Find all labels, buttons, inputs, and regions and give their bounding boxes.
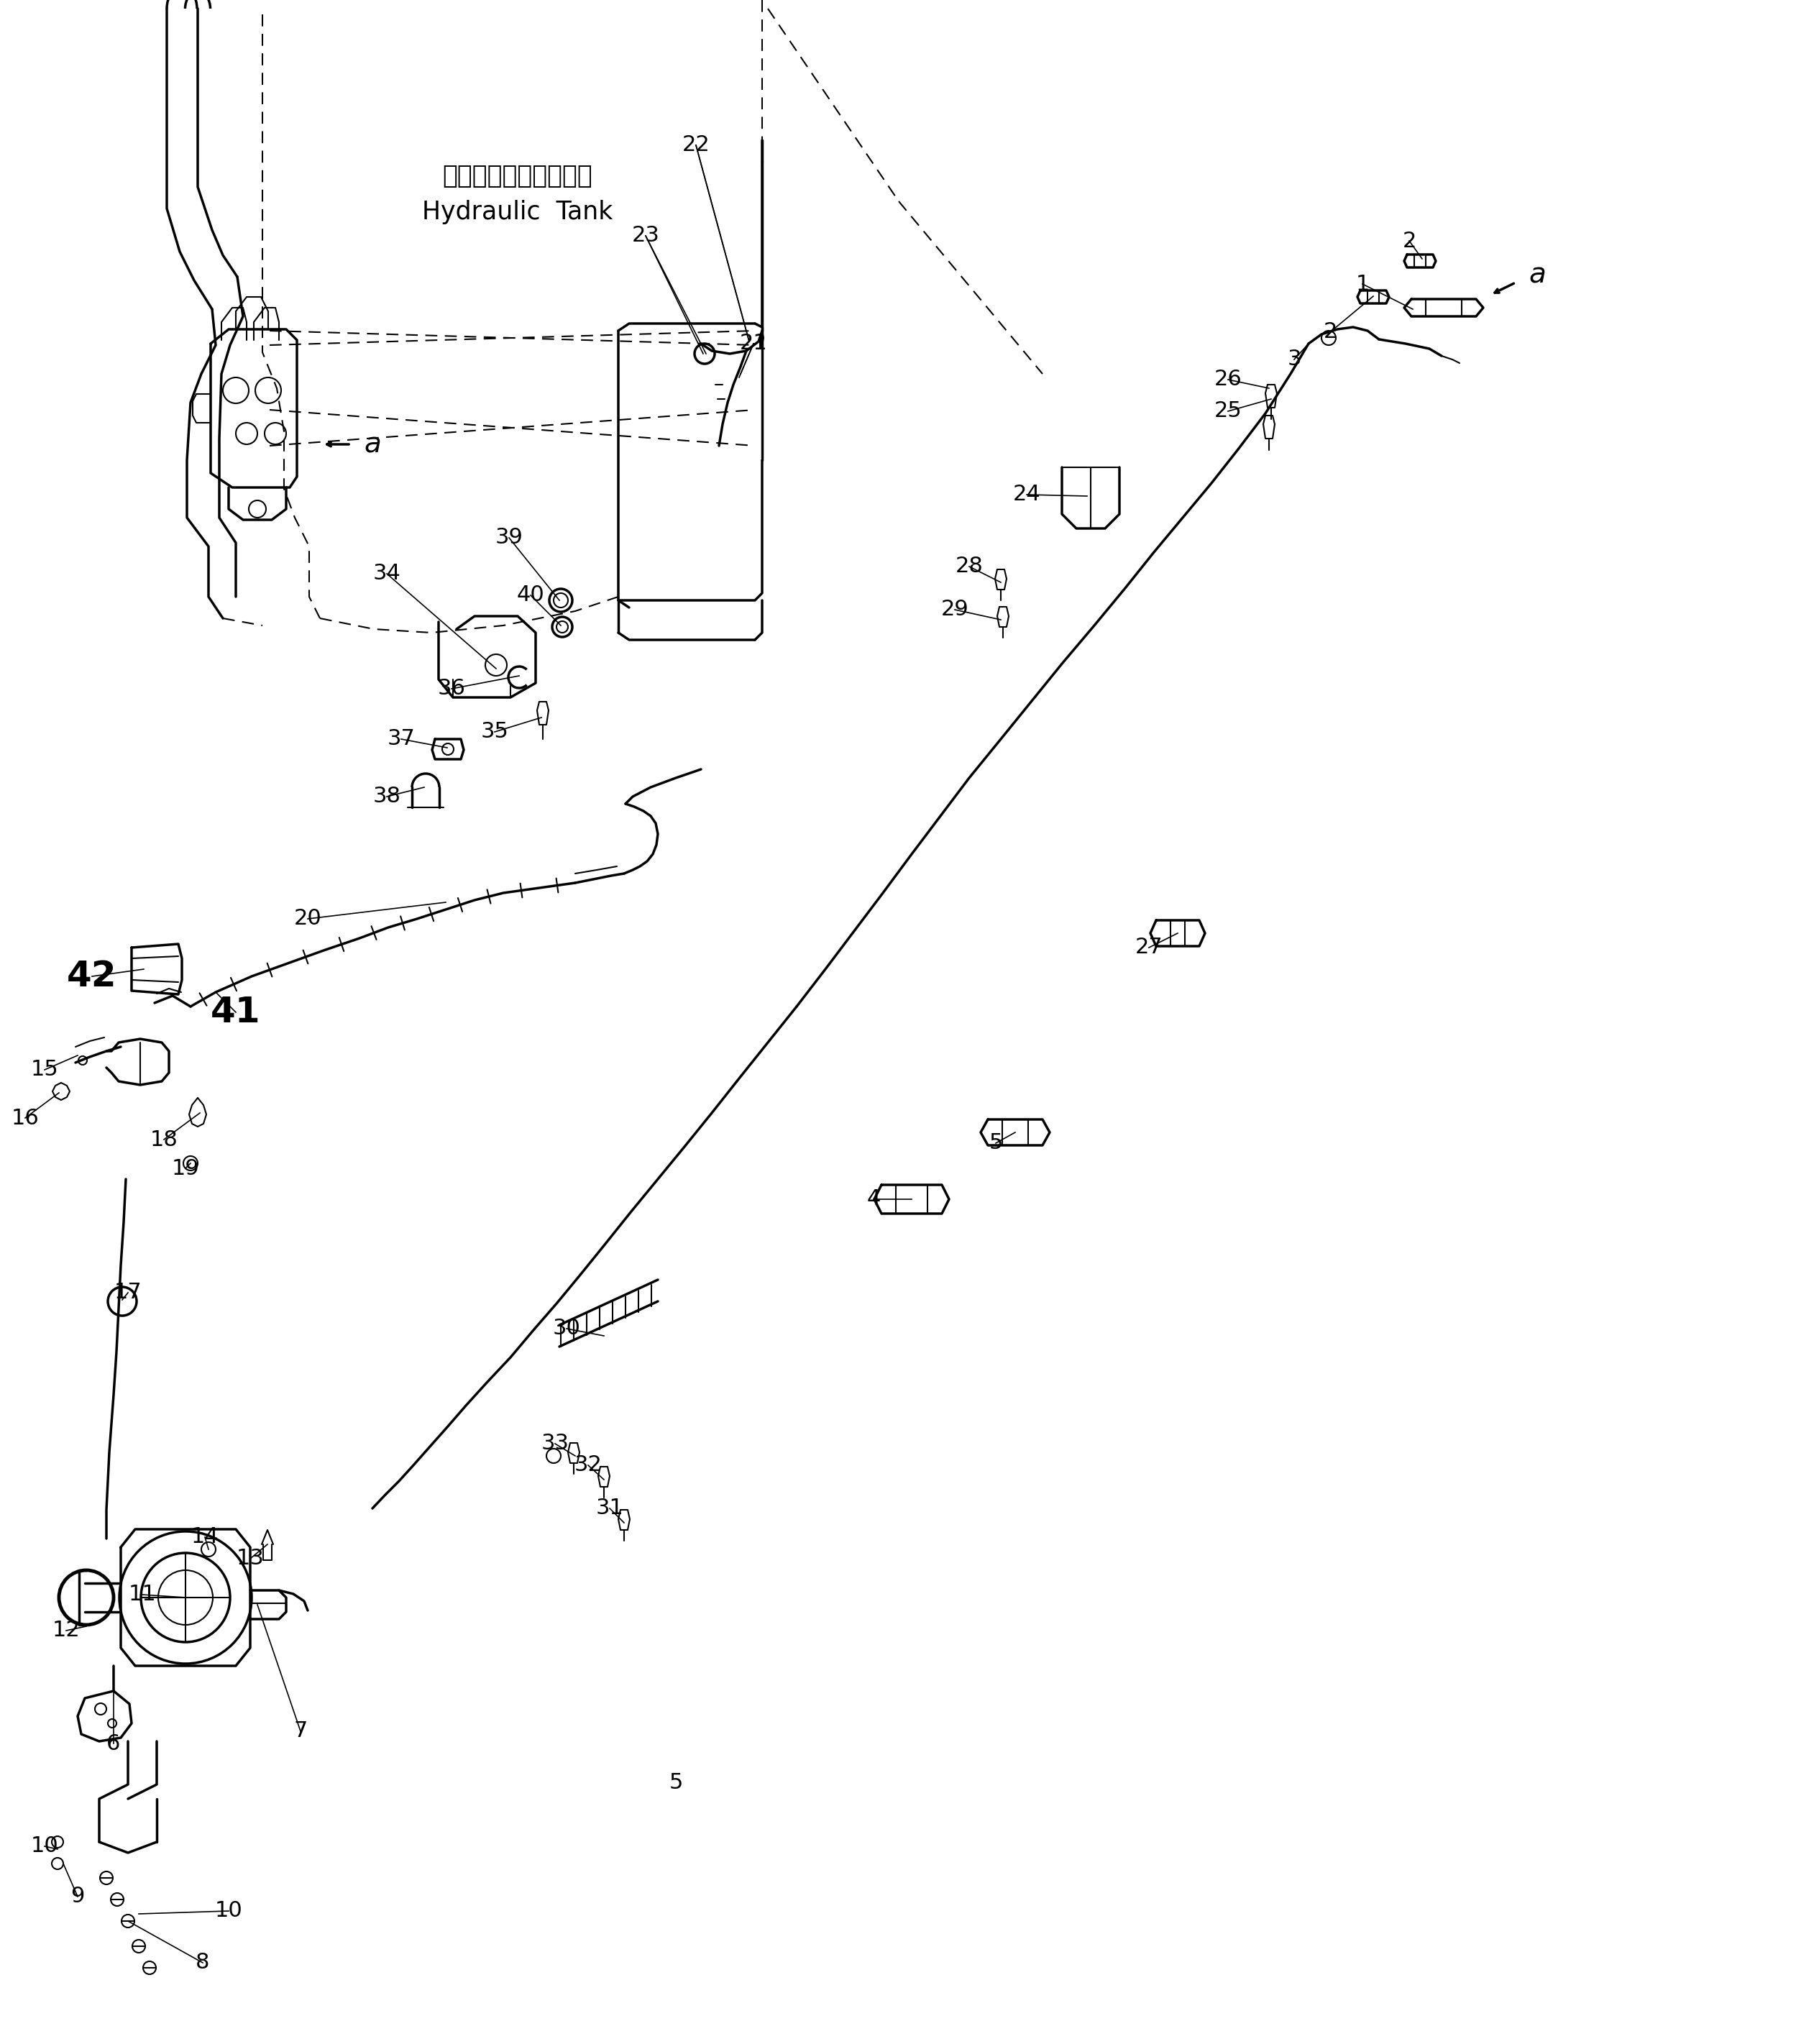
Text: 14: 14 <box>190 1527 219 1547</box>
Text: 35: 35 <box>481 722 508 742</box>
Text: 33: 33 <box>541 1433 569 1453</box>
Text: 11: 11 <box>129 1584 156 1605</box>
Text: 23: 23 <box>632 225 659 245</box>
Text: 10: 10 <box>31 1836 59 1856</box>
Text: 30: 30 <box>553 1318 580 1339</box>
Text: 39: 39 <box>496 527 523 548</box>
Text: a: a <box>1528 262 1546 288</box>
Text: 1: 1 <box>1356 274 1369 294</box>
Text: 13: 13 <box>237 1547 264 1570</box>
Text: 2: 2 <box>1403 231 1417 251</box>
Text: 32: 32 <box>575 1455 602 1476</box>
Text: 37: 37 <box>388 728 415 750</box>
Text: 5: 5 <box>990 1132 1002 1153</box>
Text: 4: 4 <box>867 1190 880 1210</box>
Text: 16: 16 <box>11 1108 40 1128</box>
Text: 34: 34 <box>374 564 401 585</box>
Text: 20: 20 <box>295 908 321 930</box>
Text: 42: 42 <box>66 959 117 993</box>
Text: 38: 38 <box>374 787 401 807</box>
Text: 41: 41 <box>210 995 260 1030</box>
Text: 2: 2 <box>1324 321 1336 343</box>
Text: 17: 17 <box>115 1282 142 1304</box>
Text: 24: 24 <box>1013 484 1040 505</box>
Text: 27: 27 <box>1135 936 1162 959</box>
Text: 7: 7 <box>293 1721 307 1741</box>
Text: 6: 6 <box>106 1733 120 1754</box>
Text: 12: 12 <box>52 1621 81 1641</box>
Text: 3: 3 <box>1288 350 1300 370</box>
Text: 29: 29 <box>941 599 968 619</box>
Text: 15: 15 <box>31 1059 59 1079</box>
Text: 18: 18 <box>149 1128 178 1151</box>
Text: 5: 5 <box>668 1772 682 1793</box>
Text: 26: 26 <box>1214 370 1243 390</box>
Text: 8: 8 <box>196 1952 210 1972</box>
Text: 25: 25 <box>1214 401 1243 421</box>
Text: Hydraulic  Tank: Hydraulic Tank <box>422 200 612 225</box>
Text: 21: 21 <box>740 333 767 354</box>
Text: 22: 22 <box>682 135 709 155</box>
Text: 28: 28 <box>955 556 982 576</box>
Text: a: a <box>365 431 381 458</box>
Text: ハイドロリックタンク: ハイドロリックタンク <box>442 164 593 188</box>
Text: 19: 19 <box>172 1157 199 1179</box>
Text: 9: 9 <box>70 1887 84 1907</box>
Text: 36: 36 <box>438 679 465 699</box>
Text: 40: 40 <box>517 585 544 605</box>
Text: 10: 10 <box>216 1901 242 1921</box>
Text: 31: 31 <box>596 1498 623 1519</box>
